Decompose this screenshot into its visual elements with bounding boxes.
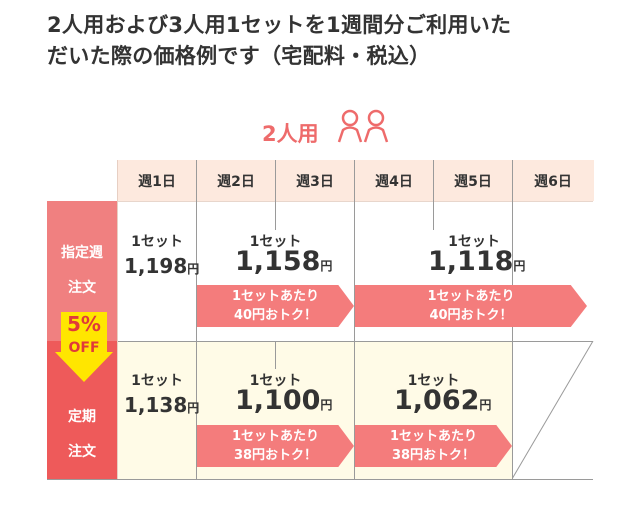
heading-line-2: だいた際の価格例です（宅配料・税込）: [47, 44, 431, 68]
designated-w456-price: 1,118円: [428, 246, 525, 277]
regular-w1-price: 1,138円: [124, 393, 199, 417]
regular-w23-set: 1セット: [249, 373, 302, 389]
discount-off: OFF: [68, 340, 100, 356]
designated-w456-savings: 1セットあたり 40円おトク！: [355, 285, 587, 327]
regular-label-line2: 注文: [68, 444, 96, 460]
yen-unit: 円: [513, 259, 526, 273]
designated-w456-set: 1セット: [448, 234, 500, 250]
grid-line: [47, 479, 593, 480]
week-header-2: 週2日: [197, 160, 275, 201]
savings-line1: 1セットあたり: [389, 429, 478, 444]
savings-line2: 40円おトク！: [429, 308, 513, 323]
week-header-6: 週6日: [513, 160, 593, 201]
regular-w45-set: 1セット: [407, 373, 460, 389]
grid-line: [117, 160, 118, 479]
unavailable-cell: [512, 341, 594, 480]
regular-w23-price: 1,100円: [235, 385, 332, 416]
designated-w23-set: 1セット: [249, 234, 302, 250]
yen-unit: 円: [187, 401, 200, 415]
price-value: 1,198: [124, 254, 188, 278]
savings-line1: 1セットあたり: [231, 429, 320, 444]
regular-row-label: 定期 注文: [47, 341, 117, 479]
grid-line: [275, 160, 276, 230]
grid-line: [354, 160, 355, 479]
savings-line2: 38円おトク！: [391, 448, 476, 463]
designated-label-line2: 注文: [68, 280, 96, 296]
grid-line: [275, 341, 276, 369]
savings-line1: 1セットあたり: [427, 289, 515, 304]
price-value: 1,118: [428, 246, 514, 277]
regular-w1-set: 1セット: [131, 373, 183, 389]
price-value: 1,138: [124, 393, 188, 417]
plan-label: 2人用: [262, 122, 319, 146]
down-arrow-icon: [55, 312, 113, 382]
yen-unit: 円: [320, 259, 333, 273]
heading-line-1: 2人用および3人用1セットを1週間分ご利用いた: [47, 13, 512, 37]
grid-line: [433, 160, 434, 230]
week-header-5: 週5日: [434, 160, 512, 201]
designated-w1-set: 1セット: [131, 234, 183, 250]
savings-line1: 1セットあたり: [231, 289, 320, 304]
grid-line: [196, 160, 197, 479]
yen-unit: 円: [479, 398, 492, 412]
grid-line: [118, 201, 593, 202]
regular-w45-price: 1,062円: [394, 385, 491, 416]
price-value: 1,100: [235, 385, 321, 416]
week-header-1: 週1日: [118, 160, 196, 201]
discount-percent: 5%: [67, 312, 101, 336]
price-value: 1,158: [235, 246, 321, 277]
designated-w23-price: 1,158円: [235, 246, 332, 277]
savings-line2: 38円おトク！: [233, 448, 318, 463]
week-header-3: 週3日: [276, 160, 354, 201]
regular-label-line1: 定期: [68, 409, 96, 425]
price-value: 1,062: [394, 385, 480, 416]
designated-w1-price: 1,198円: [124, 254, 199, 278]
yen-unit: 円: [320, 398, 333, 412]
yen-unit: 円: [187, 262, 200, 276]
designated-label-line1: 指定週: [61, 245, 103, 261]
week-header-4: 週4日: [355, 160, 433, 201]
designated-w23-savings: 1セットあたり 40円おトク！: [197, 285, 354, 327]
grid-line: [118, 341, 593, 342]
regular-w23-savings: 1セットあたり 38円おトク！: [197, 425, 354, 467]
regular-w45-savings: 1セットあたり 38円おトク！: [355, 425, 512, 467]
savings-line2: 40円おトク！: [233, 308, 318, 323]
grid-line: [593, 160, 594, 201]
page-heading: 2人用および3人用1セットを1週間分ご利用いた だいた際の価格例です（宅配料・税…: [47, 10, 607, 72]
people-icon: [337, 109, 389, 143]
